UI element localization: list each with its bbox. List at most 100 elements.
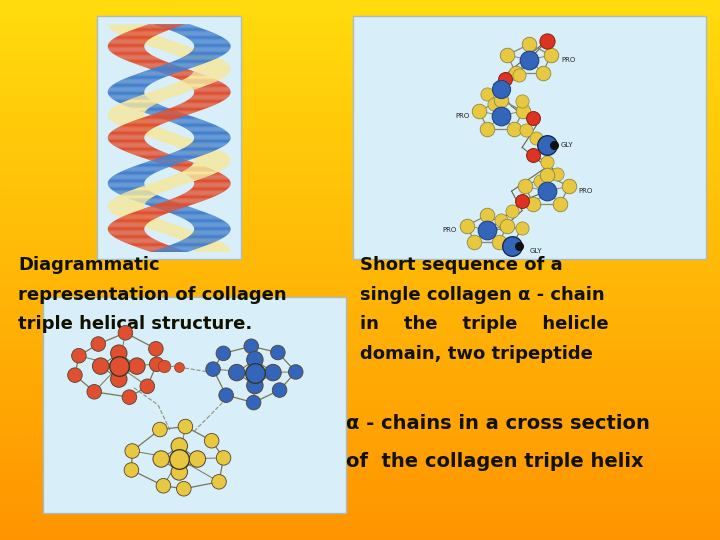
Polygon shape [186,151,224,152]
Bar [0,339,720,340]
Polygon shape [132,98,171,99]
Text: PRO: PRO [443,227,457,233]
Polygon shape [140,134,180,136]
Polygon shape [174,151,213,152]
Polygon shape [194,136,230,137]
Bar [0,293,720,295]
Bar [0,123,720,124]
Bar [0,486,720,488]
Polygon shape [189,143,228,144]
Polygon shape [116,173,155,174]
Point [178,484,189,493]
Point [249,368,261,377]
Polygon shape [177,59,216,60]
Bar [0,522,720,524]
Polygon shape [131,199,171,200]
Polygon shape [147,113,187,114]
Polygon shape [186,129,224,130]
Bar [0,490,720,491]
Polygon shape [111,235,149,236]
Bar [0,417,720,420]
Polygon shape [112,130,151,131]
Bar [0,200,720,201]
Polygon shape [111,29,148,30]
Polygon shape [109,97,148,98]
Bar [0,432,720,434]
Polygon shape [184,150,222,151]
Text: α - chains in a cross section: α - chains in a cross section [346,414,649,433]
Polygon shape [123,124,163,125]
Polygon shape [131,222,171,224]
Polygon shape [108,91,145,92]
Polygon shape [181,149,220,150]
Polygon shape [128,198,168,199]
Bar [0,466,720,468]
Polygon shape [140,157,180,158]
Polygon shape [111,189,149,190]
Bar [0,389,720,390]
Polygon shape [126,123,166,124]
Point [126,465,138,474]
Polygon shape [168,108,207,109]
Polygon shape [148,160,188,161]
Polygon shape [145,207,184,208]
Bar [0,344,720,346]
Polygon shape [151,205,191,206]
Point [89,388,100,396]
Point [95,362,107,370]
Polygon shape [127,61,167,62]
Polygon shape [194,47,230,49]
Polygon shape [144,158,184,159]
Polygon shape [193,248,230,249]
Polygon shape [186,60,224,61]
Point [541,187,553,195]
Polygon shape [176,238,215,239]
Bar [0,518,720,520]
Polygon shape [184,36,222,37]
Polygon shape [150,160,191,161]
Point [249,355,261,364]
Polygon shape [190,75,228,76]
Bar [0,329,720,331]
Polygon shape [165,178,204,179]
Bar [0,471,720,474]
Polygon shape [126,31,166,32]
Polygon shape [108,44,145,45]
Polygon shape [157,71,197,72]
Polygon shape [158,163,197,164]
Bar [0,528,720,529]
Bar [0,351,720,353]
Bar [0,367,720,369]
Polygon shape [108,204,145,205]
Polygon shape [130,39,170,40]
Polygon shape [154,116,194,117]
Polygon shape [176,170,215,171]
Polygon shape [138,118,178,119]
Bar [0,146,720,147]
Bar [0,538,720,540]
Bar [0,412,720,414]
Bar [0,477,720,479]
Polygon shape [141,208,181,210]
Polygon shape [171,244,210,245]
Polygon shape [110,178,148,179]
Bar [0,227,720,228]
Polygon shape [187,84,225,85]
Text: representation of collagen: representation of collagen [18,286,287,303]
Bar [0,65,720,66]
Polygon shape [158,65,198,66]
Polygon shape [155,90,195,91]
Bar [0,243,720,245]
Bar [0,247,720,248]
Bar [0,97,720,99]
Bar [0,126,720,128]
Polygon shape [187,130,226,131]
Point [267,368,279,377]
Polygon shape [189,245,228,246]
Polygon shape [128,130,168,131]
Polygon shape [108,202,145,204]
Bar [0,232,720,234]
Polygon shape [171,176,210,177]
Polygon shape [122,36,161,37]
Polygon shape [192,42,229,43]
